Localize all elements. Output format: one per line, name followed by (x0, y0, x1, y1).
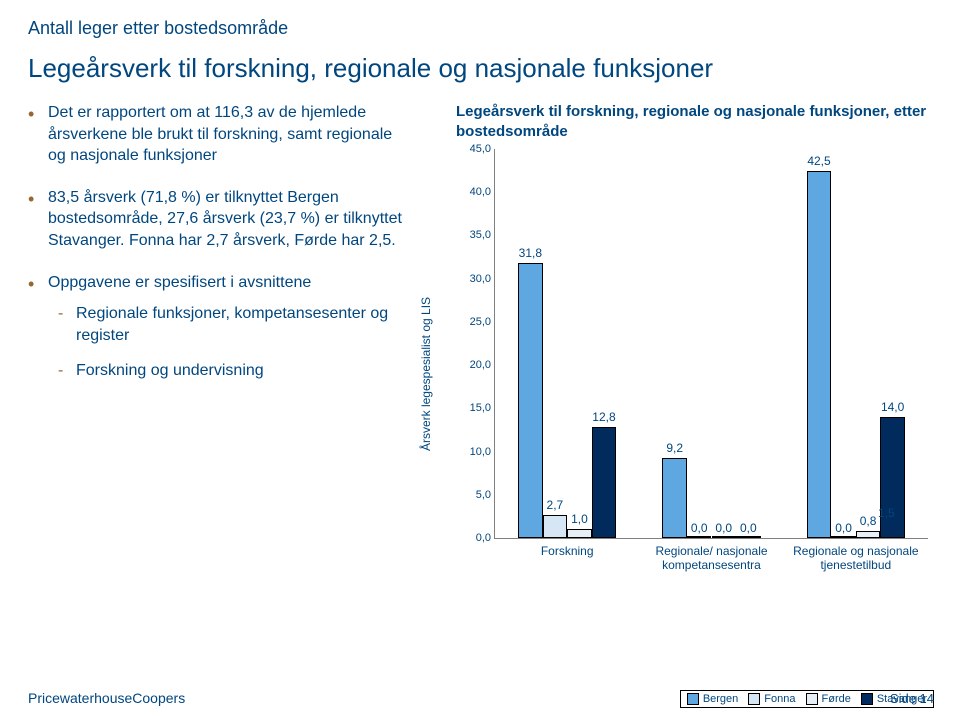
y-axis-label: Årsverk legespesialist og LIS (419, 297, 433, 451)
chart-column: Legeårsverk til forskning, regionale og … (418, 102, 938, 599)
legend-item: Fonna (748, 693, 795, 705)
left-column: Det er rapportert om at 116,3 av de hjem… (0, 102, 418, 599)
chart-area: Årsverk legespesialist og LIS 0,05,010,0… (438, 149, 938, 599)
bar-value-label: 1,0 (571, 512, 588, 526)
legend-swatch (748, 693, 760, 705)
legend-item: Førde (806, 693, 851, 705)
bar-value-label: 0,0 (715, 521, 732, 535)
legend-label: Fonna (764, 693, 795, 705)
chart-plot: 0,05,010,015,020,025,030,035,040,045,031… (494, 149, 928, 539)
legend-label: Førde (822, 693, 851, 705)
bar-value-label: 9,2 (666, 441, 683, 455)
bullet-item: Det er rapportert om at 116,3 av de hjem… (28, 102, 408, 167)
chart-bar (592, 427, 617, 538)
chart-bar (567, 529, 592, 538)
y-tick-label: 30,0 (459, 273, 491, 285)
bullet-item: 83,5 årsverk (71,8 %) er tilknyttet Berg… (28, 187, 408, 252)
bullet-list: Det er rapportert om at 116,3 av de hjem… (28, 102, 408, 382)
bar-value-label: 42,5 (807, 154, 830, 168)
bullet-text: Oppgavene er spesifisert i avsnittene (48, 274, 311, 291)
chart-bar (662, 458, 687, 538)
subtitle: Legeårsverk til forskning, regionale og … (0, 39, 960, 84)
y-tick-label: 15,0 (459, 402, 491, 414)
y-tick-label: 5,0 (459, 489, 491, 501)
bar-value-label: 14,0 (881, 400, 904, 414)
y-tick-label: 20,0 (459, 359, 491, 371)
chart-bar (712, 536, 737, 538)
page-title: Antall leger etter bostedsområde (0, 0, 960, 39)
legend-swatch (861, 693, 873, 705)
category-label: Regionale/ nasjonale kompetansesentra (647, 544, 777, 573)
bar-value-label: 0,0 (740, 521, 757, 535)
chart-title: Legeårsverk til forskning, regionale og … (456, 102, 938, 141)
bar-value-label: 1,5 (878, 506, 895, 520)
category-label: Forskning (502, 544, 632, 558)
bar-value-label: 0,0 (835, 521, 852, 535)
bar-value-label: 31,8 (519, 246, 542, 260)
y-tick-label: 40,0 (459, 186, 491, 198)
category-label: Regionale og nasjonale tjenestetilbud (791, 544, 921, 573)
chart-bar (856, 531, 881, 538)
y-tick-label: 0,0 (459, 532, 491, 544)
sub-bullet-item: Regionale funksjoner, kompetansesenter o… (48, 303, 408, 346)
page-number: Side 14 (890, 691, 934, 706)
footer-brand: PricewaterhouseCoopers (28, 690, 185, 706)
chart-bar (543, 515, 568, 538)
content-row: Det er rapportert om at 116,3 av de hjem… (0, 102, 960, 599)
legend-swatch (806, 693, 818, 705)
legend-item: Bergen (687, 693, 738, 705)
legend-label: Bergen (703, 693, 738, 705)
bar-value-label: 2,7 (547, 498, 564, 512)
y-tick-label: 10,0 (459, 446, 491, 458)
bar-value-label: 0,8 (860, 514, 877, 528)
y-tick-label: 35,0 (459, 229, 491, 241)
legend-swatch (687, 693, 699, 705)
bar-value-label: 12,8 (592, 410, 615, 424)
chart-bar (687, 536, 712, 538)
bullet-item: Oppgavene er spesifisert i avsnittene Re… (28, 272, 408, 382)
y-tick-label: 45,0 (459, 143, 491, 155)
chart-bar (518, 263, 543, 538)
chart-bar (736, 536, 761, 538)
y-tick-label: 25,0 (459, 316, 491, 328)
sub-list: Regionale funksjoner, kompetansesenter o… (48, 303, 408, 382)
sub-bullet-item: Forskning og undervisning (48, 360, 408, 382)
chart-bar (831, 536, 856, 538)
chart-bar (807, 171, 832, 538)
bar-value-label: 0,0 (691, 521, 708, 535)
